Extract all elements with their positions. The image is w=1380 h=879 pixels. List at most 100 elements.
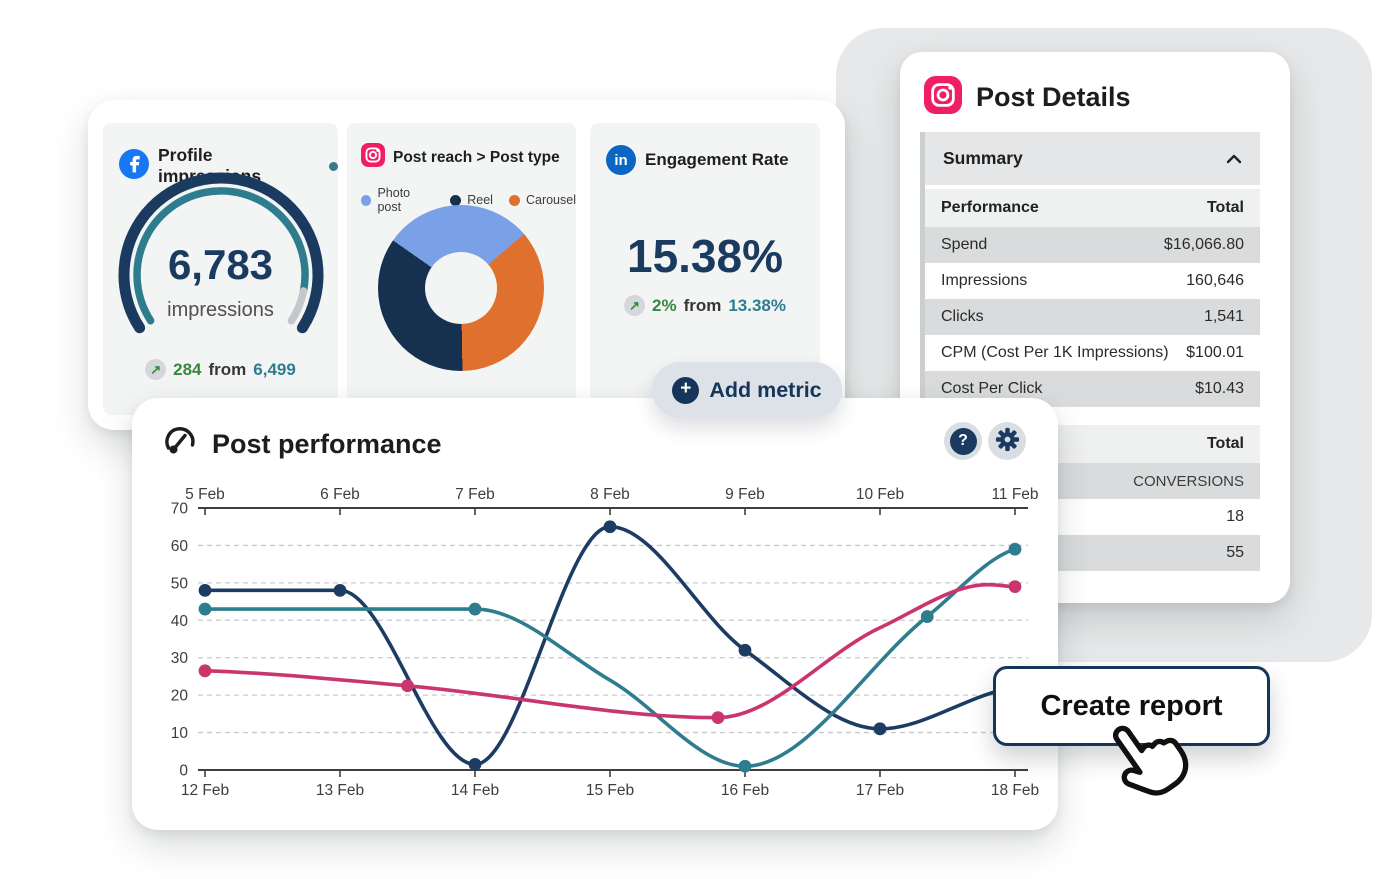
legend-label: Photo post [377,186,411,214]
trend-from-label: from [208,359,247,379]
svg-text:30: 30 [171,650,189,667]
table-row: CPM (Cost Per 1K Impressions) $100.01 [925,335,1260,371]
svg-text:12 Feb: 12 Feb [181,782,229,799]
row-label: Cost Per Click [941,380,1043,397]
svg-text:10: 10 [171,725,189,742]
impressions-value: 6,783 [167,241,274,288]
row-value: $100.01 [1186,344,1244,361]
row-value: CONVERSIONS [1133,472,1244,490]
svg-text:13 Feb: 13 Feb [316,782,364,799]
svg-text:16 Feb: 16 Feb [721,782,769,799]
legend-dot [508,194,520,206]
svg-text:18 Feb: 18 Feb [991,782,1039,799]
svg-text:8 Feb: 8 Feb [590,486,630,503]
legend-item: Carousel [508,193,576,207]
row-label: Impressions [941,272,1028,289]
plus-icon: + [672,376,700,404]
status-dot [329,161,338,171]
svg-text:15 Feb: 15 Feb [586,782,634,799]
svg-text:17 Feb: 17 Feb [856,782,904,799]
legend-item: Photo post [361,186,434,214]
post-reach-widget: Post reach > Post type Photo post Reel C… [347,123,576,415]
impressions-unit: impressions [167,299,274,321]
col-total: Total [1206,199,1244,216]
impressions-gauge [118,172,324,334]
trend-from-label: from [683,295,722,315]
trend-up-icon: ↗ [623,295,645,316]
table-row: Spend $16,066.80 [925,227,1260,263]
svg-text:20: 20 [171,688,189,705]
profile-impressions-widget: Profile impressions 6,783 impressions ↗ … [103,123,338,415]
question-mark-icon: ? [949,427,977,455]
post-performance-header: Post performance [132,398,1058,465]
gauge-dial-icon [162,424,198,465]
svg-text:5 Feb: 5 Feb [185,486,225,503]
row-value: 18 [1226,508,1244,525]
svg-text:40: 40 [171,613,189,630]
col-total: Total [1206,435,1244,452]
post-details-title: Post Details [976,82,1131,112]
legend-label: Carousel [525,193,576,207]
table-row: Impressions 160,646 [925,263,1260,299]
divider [925,185,1260,189]
engagement-rate-widget: in Engagement Rate 15.38% ↗ 2% from 13.3… [590,123,820,415]
widget-header: Post reach > Post type [347,123,576,172]
trend-baseline: 6,499 [253,359,296,379]
widget-title: Engagement Rate [645,150,789,169]
row-value: 160,646 [1186,272,1244,289]
svg-text:70: 70 [171,501,189,518]
hand-pointer-cursor-icon [1112,725,1189,796]
post-details-card: Post Details Summary Performance Total S… [900,52,1290,603]
instagram-icon [361,143,385,172]
metrics-card: Profile impressions 6,783 impressions ↗ … [88,100,845,430]
post-performance-title: Post performance [212,429,442,459]
trend-delta: 284 [173,359,202,379]
svg-text:60: 60 [171,538,189,555]
legend-dot [361,194,372,206]
add-metric-button[interactable]: + Add metric [652,362,842,418]
post-type-donut-chart [378,205,544,371]
post-details-header: Post Details [900,52,1290,119]
donut-hole [425,252,497,324]
row-value: 55 [1226,544,1244,561]
svg-text:0: 0 [179,763,188,780]
svg-text:7 Feb: 7 Feb [455,486,495,503]
table-header-row: Performance Total [925,189,1260,227]
engagement-value: 15.38% [626,230,783,282]
summary-block: Summary Performance Total Spend $16,066.… [920,132,1260,571]
trend-row: ↗ 284 from 6,499 [103,359,338,380]
row-label: Clicks [941,308,984,325]
row-label: CPM (Cost Per 1K Impressions) [941,344,1169,361]
row-value: 1,541 [1203,308,1244,325]
post-performance-line-chart: 5 Feb 6 Feb 7 Feb 8 Feb 9 Feb 10 Feb 11 Feb 12 … [171,486,1039,799]
svg-text:6 Feb: 6 Feb [320,486,360,503]
help-button[interactable]: ? [944,422,982,460]
instagram-icon [924,76,962,119]
trend-row: ↗ 2% from 13.38% [590,295,820,316]
linkedin-icon: in [606,145,636,175]
widget-header: in Engagement Rate [590,123,820,175]
svg-text:9 Feb: 9 Feb [725,486,765,503]
settings-button[interactable] [988,422,1026,460]
svg-text:14 Feb: 14 Feb [451,782,499,799]
col-performance: Performance [941,199,1039,216]
add-metric-label: Add metric [709,377,822,402]
donut-legend: Photo post Reel Carousel [347,172,576,214]
gear-icon [994,426,1021,456]
summary-label: Summary [943,148,1023,168]
trend-baseline: 13.38% [728,295,787,315]
facebook-icon [119,148,149,184]
legend-dot [450,194,462,206]
row-value: $10.43 [1195,380,1244,397]
trend-delta: 2% [651,295,677,315]
chevron-up-icon [1226,148,1242,169]
table-row: Clicks 1,541 [925,299,1260,335]
legend-item: Reel [450,193,493,207]
svg-text:10 Feb: 10 Feb [856,486,904,503]
row-value: $16,066.80 [1163,236,1244,253]
svg-text:50: 50 [171,575,189,592]
widget-title: Post reach > Post type [393,148,560,166]
summary-section-header[interactable]: Summary [925,132,1260,185]
post-performance-card: Post performance ? [132,398,1058,830]
